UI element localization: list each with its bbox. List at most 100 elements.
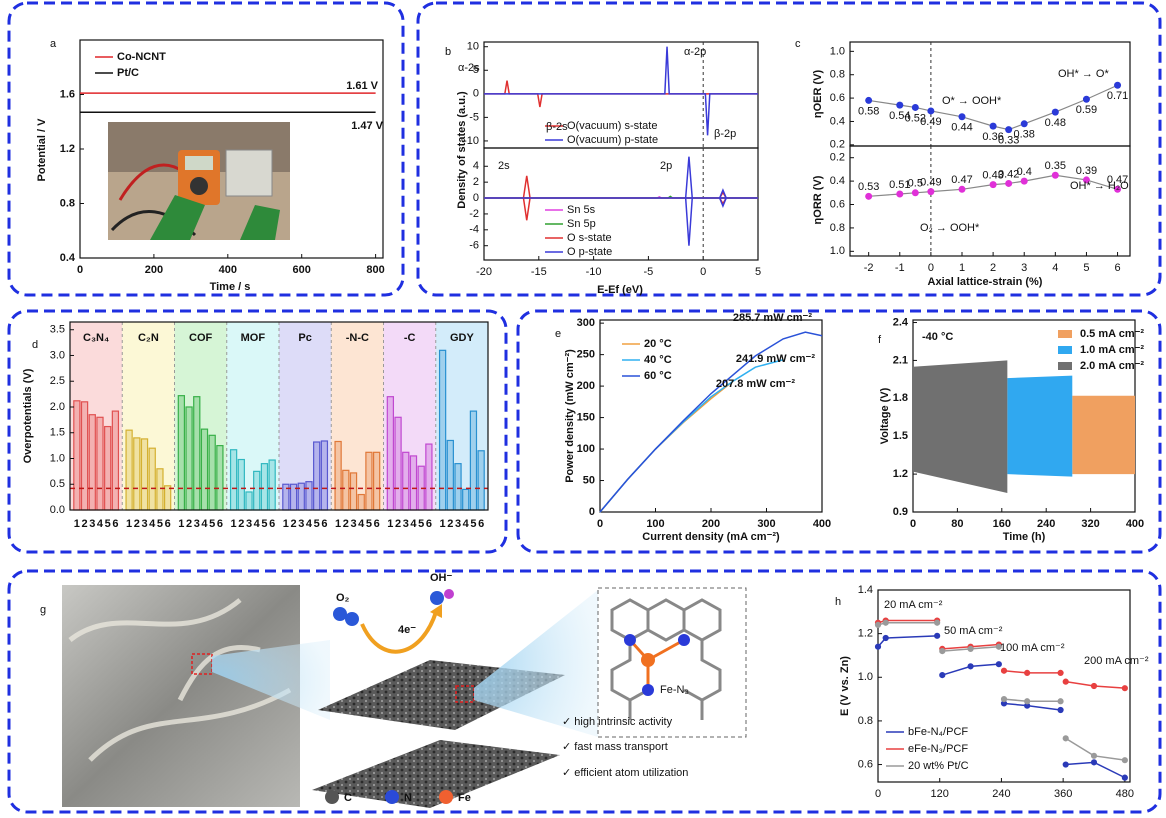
y-axis-label: E (V vs. Zn) (839, 656, 851, 716)
data-label: 0.49 (920, 177, 941, 189)
annotation: β-2s (546, 121, 568, 133)
annotation: 100 mA cm⁻² (1000, 642, 1065, 654)
group-label: C₃N₄ (83, 332, 109, 344)
bar (96, 416, 104, 511)
y-tick-label: 200 (577, 380, 595, 392)
legend-label: O p-state (567, 246, 612, 258)
annotation: 200 mA cm⁻² (1084, 655, 1149, 667)
data-label: 0.4 (1017, 166, 1032, 178)
y-tick-label: 0.6 (830, 198, 845, 210)
y-tick-label: 2 (473, 176, 479, 188)
y-tick-label: 2.0 (50, 401, 65, 413)
x-tick-label: -10 (586, 266, 602, 278)
bar (386, 396, 395, 511)
group-label: GDY (450, 332, 475, 344)
legend-label: Co-NCNT (117, 51, 166, 63)
bar (237, 458, 245, 511)
x-tick-label: 6 (321, 518, 327, 530)
y-tick-label: 5 (473, 64, 479, 76)
point (911, 189, 919, 197)
point (911, 103, 919, 111)
series-line (599, 331, 823, 513)
point (927, 107, 935, 115)
feature-item: ✓ fast mass transport (562, 741, 668, 753)
point (1005, 126, 1013, 134)
molecule-label: OH⁻ (430, 572, 453, 584)
bar (349, 472, 358, 511)
x-tick-label: 2 (990, 262, 996, 274)
annotation: 20 mA cm⁻² (884, 599, 943, 611)
data-label: 0.47 (951, 174, 972, 186)
panel-border (516, 309, 1162, 554)
x-tick-label: 3 (350, 518, 356, 530)
panel-border (416, 1, 1162, 297)
bar (454, 463, 462, 511)
annotation: OH* → O* (1058, 68, 1109, 80)
x-tick-label: 2 (82, 518, 88, 530)
x-tick-label: 0 (597, 518, 603, 530)
panel-label: a (50, 38, 57, 50)
chart: 0.9 1.2 1.5 1.8 2.1 2.4 0 80 160 240 320 400 Time (h… (879, 316, 1145, 542)
bar (320, 440, 329, 511)
x-axis-label: Time (h) (1003, 531, 1046, 543)
bar (305, 481, 313, 511)
voltage-band (1007, 375, 1073, 477)
point (1024, 698, 1031, 705)
x-tick-label: 1 (335, 518, 341, 530)
x-tick-label: 1 (178, 518, 184, 530)
y-tick-label: 0.2 (830, 139, 845, 151)
y-tick-label: 1.0 (830, 45, 845, 57)
x-axis-label: Time / s (210, 281, 251, 293)
bar (163, 485, 172, 511)
point (1005, 179, 1013, 187)
y-tick-label: 0.9 (893, 506, 908, 518)
data-label: 0.51 (889, 179, 910, 191)
point (989, 181, 997, 189)
x-tick-label: 4 (1052, 262, 1058, 274)
y-tick-label: -4 (469, 224, 479, 236)
panel-border (7, 309, 508, 554)
legend-label: O(vacuum) s-state (567, 120, 657, 132)
group-label: -N-C (346, 332, 369, 344)
bar (438, 349, 447, 511)
x-tick-label: 6 (165, 518, 171, 530)
plot-frame (599, 319, 823, 513)
group-label: -C (404, 332, 416, 344)
bar (208, 434, 216, 511)
site-label: Fe-N₃ (660, 684, 689, 696)
x-tick-label: 4 (410, 518, 417, 530)
y-tick-label: 3.5 (50, 324, 65, 336)
data-label: 0.38 (1014, 129, 1035, 141)
point (1114, 185, 1122, 193)
x-tick-label: -20 (476, 266, 492, 278)
feature-item: ✓ high intrinsic activity (562, 716, 673, 728)
series-line (599, 380, 734, 513)
x-tick-label: 200 (702, 518, 720, 530)
bar (229, 449, 238, 511)
group-background (174, 322, 227, 510)
y-tick-label: 0 (589, 506, 595, 518)
x-tick-label: 240 (992, 788, 1010, 800)
y-tick-label: 1.2 (858, 628, 873, 640)
legend-label: O(vacuum) p-state (567, 134, 658, 146)
x-tick-label: 6 (1114, 262, 1120, 274)
x-tick-label: 320 (1081, 518, 1099, 530)
group-label: Pc (298, 332, 311, 344)
data-label: 0.71 (1107, 90, 1128, 102)
x-tick-label: 3 (194, 518, 200, 530)
annotation: 50 mA cm⁻² (944, 625, 1003, 637)
x-tick-label: 1 (74, 518, 80, 530)
plot-frame (877, 589, 1131, 783)
x-tick-label: 360 (1054, 788, 1072, 800)
point (1051, 171, 1059, 179)
y-tick-label: -5 (469, 111, 479, 123)
bar (253, 470, 261, 511)
x-tick-label: 6 (217, 518, 223, 530)
data-label: 0.53 (858, 181, 879, 193)
x-tick-label: 0 (910, 518, 916, 530)
x-tick-label: 80 (951, 518, 963, 530)
annotation: O* → OOH* (942, 95, 1002, 107)
point (989, 122, 997, 130)
